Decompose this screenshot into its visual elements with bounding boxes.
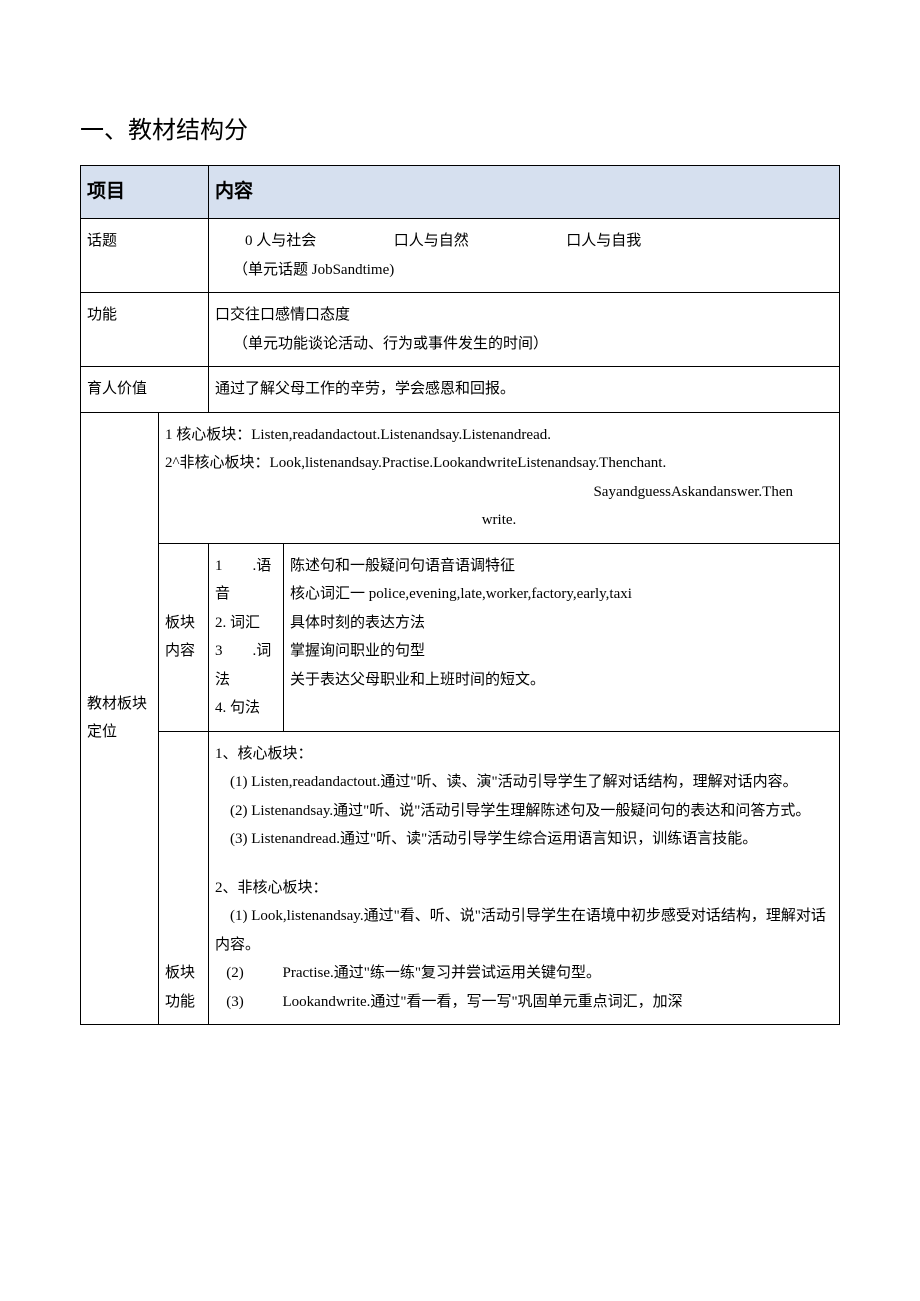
label-value: 育人价值	[81, 367, 209, 413]
row-value: 育人价值 通过了解父母工作的辛劳，学会感恩和回报。	[81, 367, 840, 413]
content-topic: 0 人与社会 口人与自然 口人与自我 （单元话题 JobSandtime)	[209, 219, 840, 293]
header-content: 内容	[209, 166, 840, 219]
topic-opt3: 口人与自我	[566, 233, 641, 249]
noncore-2-num: (2)	[215, 959, 255, 988]
label-module-content: 板块内容	[159, 543, 209, 731]
content-intro: 1 核心板块：Listen,readandactout.Listenandsay…	[159, 412, 840, 543]
structure-table: 项目 内容 话题 0 人与社会 口人与自然 口人与自我 （单元话题 JobSan…	[80, 165, 840, 1025]
noncore-title: 2、非核心板块：	[215, 874, 833, 903]
row-intro: 教材板块定位 1 核心板块：Listen,readandactout.Liste…	[81, 412, 840, 543]
intro-line1: 1 核心板块：Listen,readandactout.Listenandsay…	[165, 421, 833, 450]
intro-line3: SayandguessAskandanswer.Then	[165, 478, 833, 507]
row-module-func: 板块功能 1、核心板块： (1) Listen,readandactout.通过…	[81, 731, 840, 1025]
desc-3: 具体时刻的表达方法	[290, 609, 833, 638]
label-module-func: 板块功能	[159, 731, 209, 1025]
noncore-3-num: (3)	[215, 988, 255, 1017]
core-title: 1、核心板块：	[215, 740, 833, 769]
topic-line2: （单元话题 JobSandtime)	[215, 256, 833, 285]
core-3: (3) Listenandread.通过"听、读"活动引导学生综合运用语言知识，…	[215, 825, 833, 854]
func-cell: 1、核心板块： (1) Listen,readandactout.通过"听、读、…	[209, 731, 840, 1025]
types-cell: 1 .语音 2. 词汇 3 .词法 4. 句法	[209, 543, 284, 731]
spacer	[215, 854, 833, 874]
noncore-1: (1) Look,listenandsay.通过"看、听、说"活动引导学生在语境…	[215, 902, 833, 959]
desc-cell: 陈述句和一般疑问句语音语调特征 核心词汇一 police,evening,lat…	[284, 543, 840, 731]
page-container: 一、教材结构分 项目 内容 话题 0 人与社会 口人与自然 口人与自我 （单元话…	[0, 0, 920, 1065]
header-project: 项目	[81, 166, 209, 219]
desc-1: 陈述句和一般疑问句语音语调特征	[290, 552, 833, 581]
function-line2: （单元功能谈论活动、行为或事件发生的时间）	[215, 330, 833, 359]
type-2: 2. 词汇	[215, 609, 277, 638]
desc-5: 关于表达父母职业和上班时间的短文。	[290, 666, 833, 695]
label-module-func-text: 板块功能	[165, 965, 195, 1010]
section-heading: 一、教材结构分	[80, 110, 840, 145]
function-line1: 口交往口感情口态度	[215, 301, 833, 330]
noncore-2-text: Practise.通过"练一练"复习并尝试运用关键句型。	[283, 965, 601, 981]
topic-opt1: 0 人与社会	[215, 233, 316, 249]
header-row: 项目 内容	[81, 166, 840, 219]
row-module-content: 板块内容 1 .语音 2. 词汇 3 .词法 4. 句法 陈述句和一般疑问句语音…	[81, 543, 840, 731]
noncore-3-row: (3) Lookandwrite.通过"看一看，写一写"巩固单元重点词汇，加深	[215, 988, 833, 1017]
label-positioning-text: 教材板块定位	[87, 696, 147, 741]
topic-opt2: 口人与自然	[394, 233, 469, 249]
type-3: 3 .词法	[215, 637, 277, 694]
core-2: (2) Listenandsay.通过"听、说"活动引导学生理解陈述句及一般疑问…	[215, 797, 833, 826]
topic-line1: 0 人与社会 口人与自然 口人与自我	[215, 227, 833, 256]
noncore-2-row: (2) Practise.通过"练一练"复习并尝试运用关键句型。	[215, 959, 833, 988]
label-positioning: 教材板块定位	[81, 412, 159, 1025]
row-topic: 话题 0 人与社会 口人与自然 口人与自我 （单元话题 JobSandtime)	[81, 219, 840, 293]
content-function: 口交往口感情口态度 （单元功能谈论活动、行为或事件发生的时间）	[209, 293, 840, 367]
type-1: 1 .语音	[215, 552, 277, 609]
row-function: 功能 口交往口感情口态度 （单元功能谈论活动、行为或事件发生的时间）	[81, 293, 840, 367]
label-module-content-text: 板块内容	[165, 615, 195, 660]
desc-2: 核心词汇一 police,evening,late,worker,factory…	[290, 580, 833, 609]
intro-line4: write.	[165, 506, 833, 535]
noncore-3-text: Lookandwrite.通过"看一看，写一写"巩固单元重点词汇，加深	[283, 994, 683, 1010]
core-1: (1) Listen,readandactout.通过"听、读、演"活动引导学生…	[215, 768, 833, 797]
intro-line2: 2^非核心板块：Look,listenandsay.Practise.Looka…	[165, 449, 833, 478]
desc-4: 掌握询问职业的句型	[290, 637, 833, 666]
type-4: 4. 句法	[215, 694, 277, 723]
label-topic: 话题	[81, 219, 209, 293]
content-value: 通过了解父母工作的辛劳，学会感恩和回报。	[209, 367, 840, 413]
label-function: 功能	[81, 293, 209, 367]
